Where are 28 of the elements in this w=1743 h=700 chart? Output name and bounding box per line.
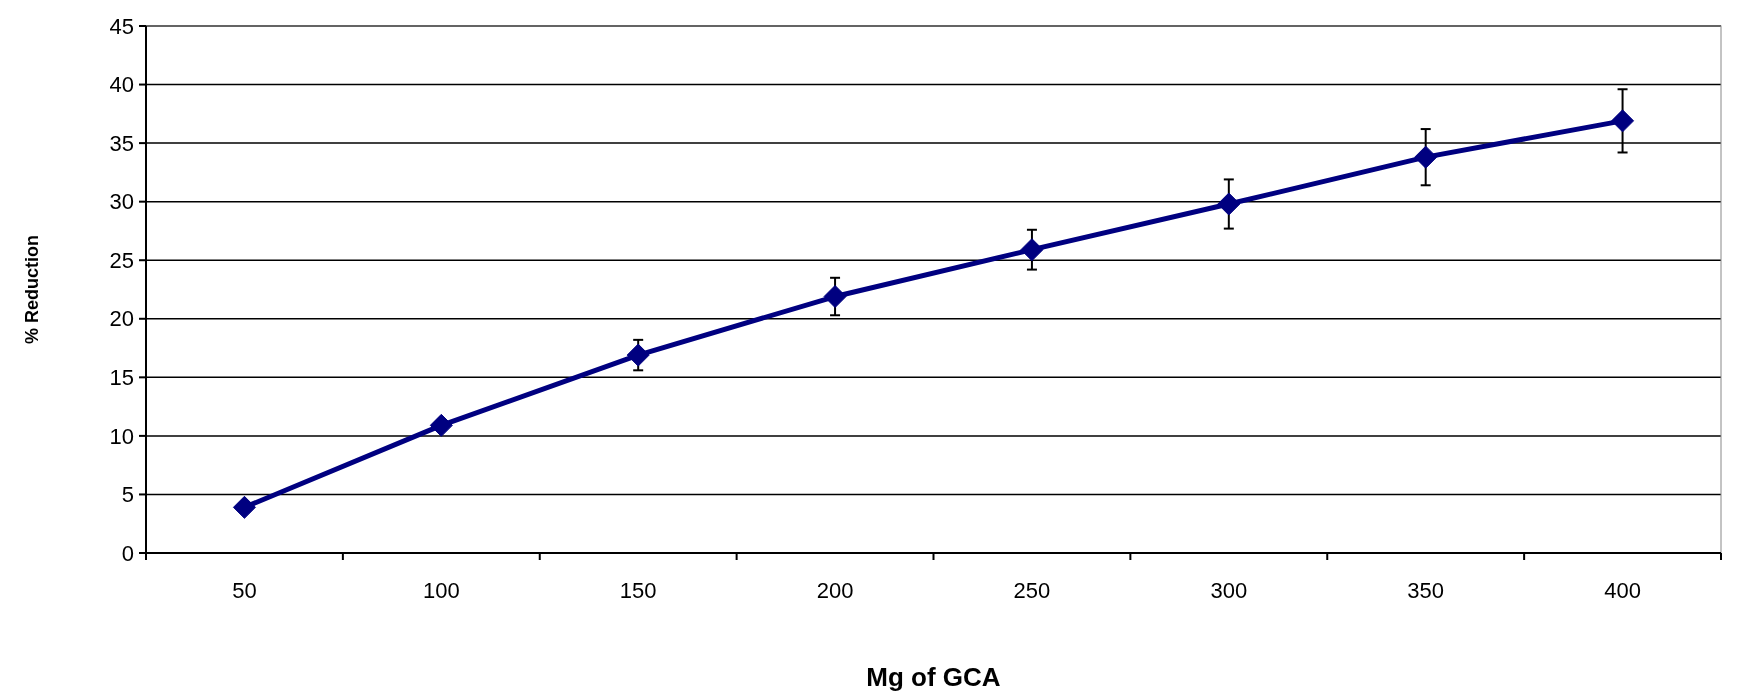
x-tick-label: 400 xyxy=(1604,578,1641,603)
x-tick-label: 150 xyxy=(619,578,657,603)
y-tick-label: 5 xyxy=(121,482,134,508)
x-tick-label: 200 xyxy=(816,578,854,603)
y-tick-label: 45 xyxy=(109,13,134,39)
point xyxy=(429,413,453,437)
y-axis-title: % Reduction xyxy=(22,234,42,345)
x-tick-label: 100 xyxy=(422,578,460,603)
y-tick-label: 10 xyxy=(109,423,134,449)
point xyxy=(626,343,650,367)
x-axis-title: Mg of GCA xyxy=(866,662,1001,692)
y-tick-label: 0 xyxy=(121,540,134,566)
y-tick-label: 30 xyxy=(109,189,134,215)
x-tick-label: 250 xyxy=(1013,578,1051,603)
y-tick-label: 20 xyxy=(109,306,134,332)
point xyxy=(232,495,256,519)
point xyxy=(823,285,847,309)
y-tick-label: 15 xyxy=(109,365,134,391)
x-tick-label: 50 xyxy=(232,578,257,603)
x-tick-label: 300 xyxy=(1210,578,1248,603)
point xyxy=(1611,109,1635,133)
y-tick-label: 35 xyxy=(109,130,134,156)
point xyxy=(1414,145,1438,169)
y-tick-label: 40 xyxy=(109,72,134,98)
x-tick-label: 350 xyxy=(1407,578,1445,603)
point xyxy=(1217,192,1241,216)
point xyxy=(1020,238,1044,262)
y-tick-label: 25 xyxy=(109,247,134,273)
